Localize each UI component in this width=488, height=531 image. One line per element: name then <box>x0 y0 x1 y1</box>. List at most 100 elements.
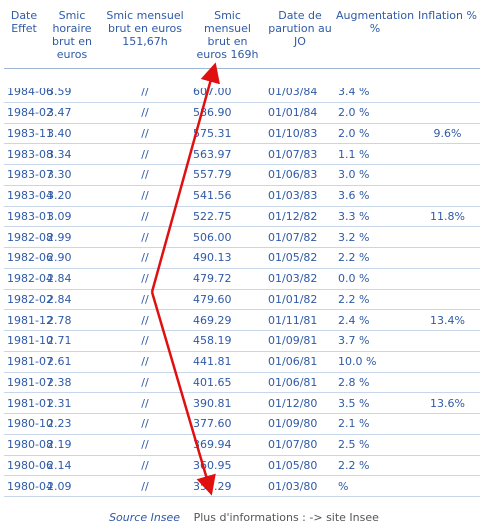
table-row: 1981-07 2.38//401.65 01/06/81 2.8 % <box>4 371 480 394</box>
table-row: 1984-02 3.47//586.90 01/01/84 2.0 % <box>4 101 480 124</box>
header-cell: Smic mensuel brut en euros 151,67h <box>106 9 184 48</box>
table-cell: 11.8% <box>415 205 480 228</box>
table-cell: 3.09 <box>44 205 100 228</box>
table-row: 1980-04 2.09//353.29 01/03/80% <box>4 475 480 497</box>
table-cell: 01/11/81 <box>265 309 335 331</box>
table-cell: 2.0 % <box>335 101 415 124</box>
table-cell: 557.79 <box>190 164 265 186</box>
table-row: 1980-08 2.19//369.94 01/07/80 2.5 % <box>4 433 480 456</box>
table-cell: 1980-04 <box>4 475 53 497</box>
table-cell: 2.5 % <box>335 433 415 456</box>
table-cell: 01/03/84 <box>265 88 335 103</box>
header-cell: Date de parution au JO <box>268 9 332 48</box>
table-cell <box>415 330 480 352</box>
table-body: 1984-06 3.59//607.00 01/03/84 3.4 % 1984-02 3… <box>4 88 480 497</box>
table-cell: 575.31 <box>190 122 265 145</box>
table-cell: 522.75 <box>190 205 265 228</box>
table-cell: 01/06/83 <box>265 164 335 186</box>
table-cell: % <box>335 475 415 497</box>
table-cell: 1981-10 <box>4 330 53 352</box>
table-row: 1984-06 3.59//607.00 01/03/84 3.4 % <box>4 88 480 103</box>
table-cell: 9.6% <box>415 122 480 145</box>
table-header: Date Effet Smic horaire brut en euros Smic… <box>4 0 480 69</box>
table-row: 1980-06 2.14//360.95 01/05/80 2.2 % <box>4 454 480 477</box>
table-row: 1982-06 2.90//490.13 01/05/82 2.2 % <box>4 247 480 269</box>
table-row: 1983-11 3.40//575.31 01/10/83 2.0 % 9.6% <box>4 122 480 145</box>
table-row: 1982-04 2.84//479.72 01/03/82 0.0 % <box>4 267 480 290</box>
table-cell: 1983-07 <box>4 164 53 186</box>
table-cell: // <box>100 88 190 103</box>
table-cell: 3.0 % <box>335 164 415 186</box>
table-cell: 10.0 % <box>335 350 415 373</box>
table-cell: 1980-08 <box>4 433 53 456</box>
table-cell <box>415 247 480 269</box>
table-cell: 390.81 <box>190 392 265 414</box>
table-cell: 3.3 % <box>335 205 415 228</box>
table-row: 1982-02 2.84//479.60 01/01/82 2.2 % <box>4 288 480 311</box>
table-cell: 1984-06 <box>4 88 53 103</box>
more-info-link[interactable]: Plus d'informations : -> site Insee <box>193 511 379 524</box>
table-cell: 1980-06 <box>4 454 53 477</box>
table-cell: 3.20 <box>44 184 100 207</box>
table-cell: 2.2 % <box>335 288 415 311</box>
table-cell: 441.81 <box>190 350 265 373</box>
table-cell: 2.78 <box>44 309 100 331</box>
table-cell: 2.31 <box>44 392 100 414</box>
table-cell: 458.19 <box>190 330 265 352</box>
table-cell <box>415 267 480 290</box>
header-cell: Inflation % <box>418 9 477 22</box>
table-cell: 3.59 <box>44 88 100 103</box>
table-cell: 1.1 % <box>335 143 415 165</box>
table-cell: 2.61 <box>44 350 100 373</box>
table-cell: // <box>100 433 190 456</box>
source-link[interactable]: Source Insee <box>109 511 181 524</box>
table-row: 1981-01 2.31//390.81 01/12/80 3.5 % 13.6% <box>4 392 480 414</box>
header-cell: Augmentation % <box>336 9 415 35</box>
table-cell: 2.90 <box>44 247 100 269</box>
table-cell: 506.00 <box>190 226 265 248</box>
table-cell: // <box>100 371 190 394</box>
table-cell: 01/12/80 <box>265 392 335 414</box>
table-cell: 479.60 <box>190 288 265 311</box>
table-cell: 1981-07 <box>4 371 53 394</box>
table-cell: 1984-02 <box>4 101 53 124</box>
table-cell: 1982-06 <box>4 247 53 269</box>
table-cell: 3.40 <box>44 122 100 145</box>
table-cell: 2.2 % <box>335 454 415 477</box>
table-cell <box>415 350 480 373</box>
table-cell: // <box>100 454 190 477</box>
table-cell: 2.71 <box>44 330 100 352</box>
footer: Source Insee Plus d'informations : -> si… <box>0 511 488 524</box>
table-cell: 1980-10 <box>4 413 53 435</box>
table-cell: // <box>100 247 190 269</box>
table-cell <box>415 371 480 394</box>
table-cell: 1982-02 <box>4 288 53 311</box>
table-cell: 01/10/83 <box>265 122 335 145</box>
table-cell: 01/03/80 <box>265 475 335 497</box>
header-row: Date Effet Smic horaire brut en euros Smic… <box>4 0 480 61</box>
table-cell <box>415 454 480 477</box>
table-cell: 01/07/80 <box>265 433 335 456</box>
table-cell: 01/12/82 <box>265 205 335 228</box>
table-cell: 2.0 % <box>335 122 415 145</box>
table-cell <box>415 143 480 165</box>
table-cell <box>415 475 480 497</box>
table-cell: // <box>100 226 190 248</box>
table-row: 1981-10 2.71//458.19 01/09/81 3.7 % <box>4 330 480 352</box>
table-cell: 13.6% <box>415 392 480 414</box>
table-cell: 490.13 <box>190 247 265 269</box>
table-cell: 1983-01 <box>4 205 53 228</box>
table-cell <box>415 413 480 435</box>
table-row: 1983-08 3.34//563.97 01/07/83 1.1 % <box>4 143 480 165</box>
table-cell: 2.23 <box>44 413 100 435</box>
table-cell: 01/06/81 <box>265 371 335 394</box>
table-cell: 2.8 % <box>335 371 415 394</box>
table-row: 1983-07 3.30//557.79 01/06/83 3.0 % <box>4 164 480 186</box>
table-cell: 2.1 % <box>335 413 415 435</box>
header-cell: Smic mensuel brut en euros 169h <box>196 9 259 61</box>
table-row: 1983-04 3.20//541.56 01/03/83 3.6 % <box>4 184 480 207</box>
table-cell: 01/05/80 <box>265 454 335 477</box>
table-cell <box>415 433 480 456</box>
table-cell: 01/01/84 <box>265 101 335 124</box>
